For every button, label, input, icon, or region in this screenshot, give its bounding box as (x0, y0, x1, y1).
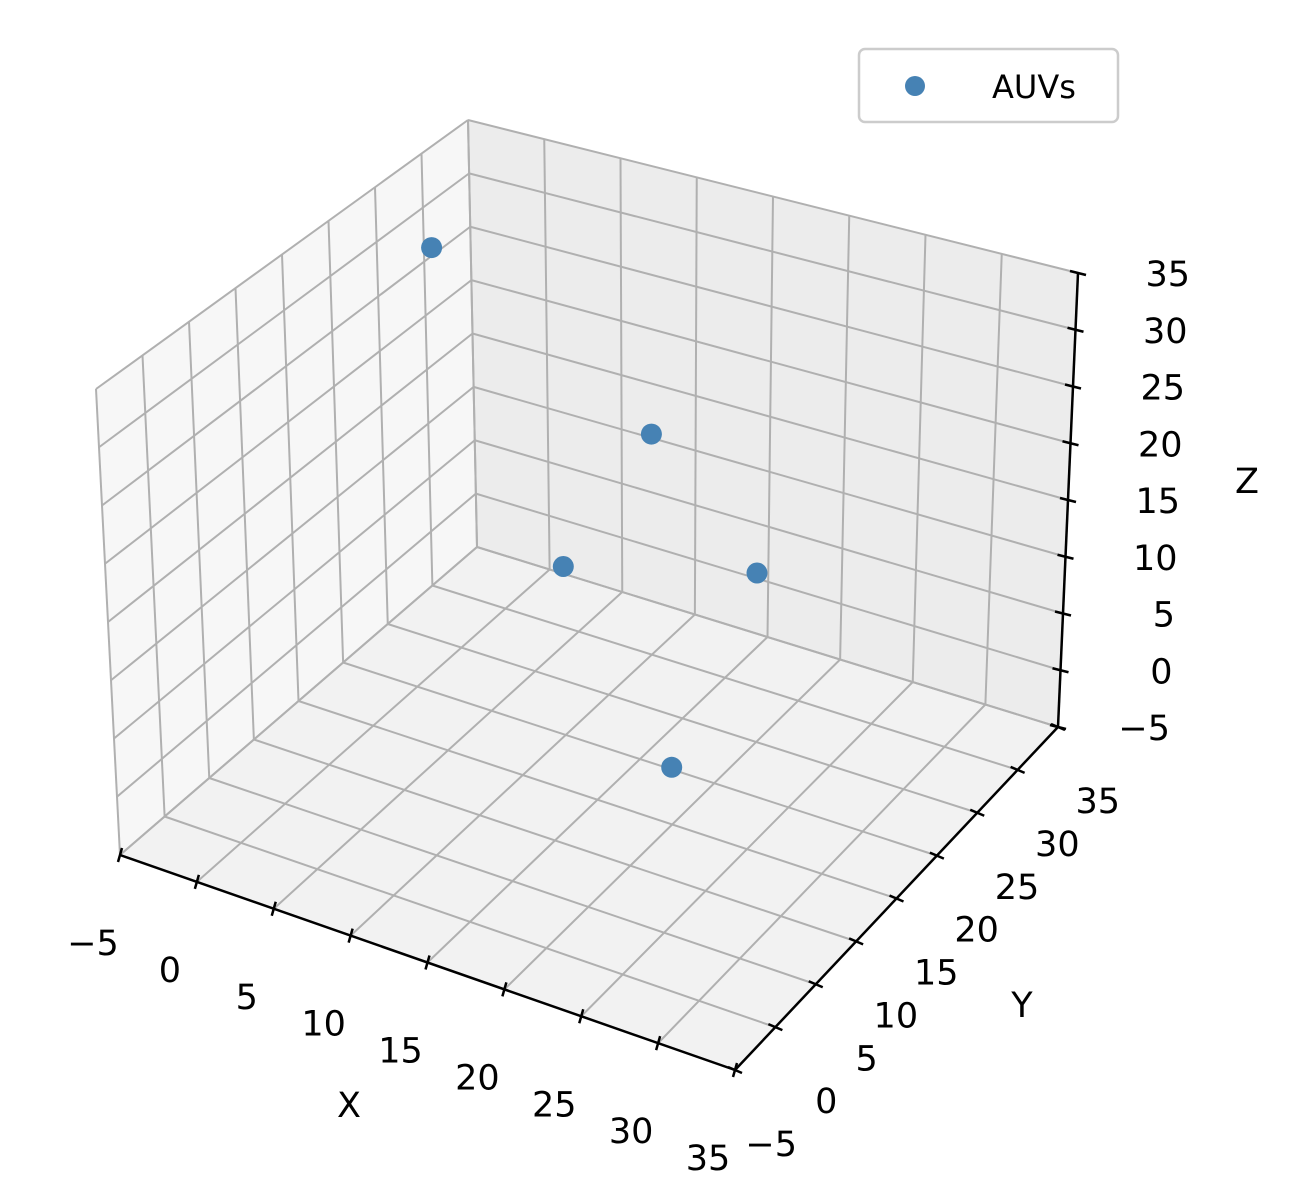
y-tick-mark (929, 851, 945, 860)
x-tick-label: 10 (301, 1005, 346, 1045)
grid-line-left-z (107, 332, 474, 623)
grid-line-left-y (420, 153, 434, 586)
grid-line-back-x (911, 234, 927, 683)
data-point (421, 237, 443, 259)
z-tick-mark (1054, 610, 1072, 617)
y-tick-mark (889, 894, 904, 903)
z-tick-mark (1057, 553, 1074, 560)
y-tick-mark (969, 808, 985, 817)
y-tick-label: 0 (815, 1082, 837, 1122)
y-tick-mark (1050, 722, 1066, 732)
x-tick-mark (424, 955, 431, 970)
axis-panes (95, 119, 1079, 1071)
y-tick-label: 15 (914, 954, 959, 994)
data-point (552, 556, 574, 577)
x-axis-label: X (337, 1086, 361, 1126)
legend-marker (905, 76, 925, 96)
z-tick-mark (1067, 326, 1084, 333)
z-tick-mark (1059, 496, 1077, 504)
grid-line-back-x (984, 253, 1003, 705)
grid-line-left-z (104, 279, 472, 565)
z-tick-label: −5 (1118, 709, 1170, 749)
grid-line-floor-y (476, 546, 1059, 728)
y-tick-mark (767, 1022, 783, 1032)
x-tick-mark (347, 928, 354, 943)
x-tick-label: 20 (455, 1058, 500, 1098)
grid-line-floor-x (657, 703, 987, 1044)
data-point (661, 756, 683, 778)
grid-line-left-z (95, 119, 469, 390)
x-tick-mark (270, 901, 277, 917)
x-tick-label: 15 (378, 1032, 423, 1072)
grid-line-floor-x (580, 681, 914, 1017)
z-axis-label: Z (1235, 462, 1259, 502)
y-tick-mark (1010, 765, 1026, 775)
grid-line-floor-x (503, 658, 841, 991)
grid-line-left-y (374, 187, 389, 625)
grid-line-floor-y (342, 661, 938, 857)
y-tick-mark (808, 980, 824, 989)
legend-frame (857, 47, 1120, 124)
y-tick-label: −5 (745, 1125, 797, 1165)
z-tick-label: 20 (1138, 425, 1183, 465)
y-tick-label: 35 (1075, 782, 1120, 822)
grid-line-back-z (472, 332, 1069, 501)
grid-line-left-z (101, 225, 471, 507)
z-tick-label: 5 (1153, 596, 1175, 636)
y-axis-label: Y (1010, 986, 1033, 1026)
grid-line-floor-y (298, 700, 897, 900)
z-tick-label: 25 (1140, 369, 1185, 409)
y-tick-label: 30 (1035, 825, 1080, 865)
x-tick-mark (193, 874, 201, 890)
x-tick-mark (578, 1008, 585, 1024)
tick-marks (116, 269, 1087, 1078)
z-tick-label: 10 (1133, 539, 1178, 579)
z-tick-label: 30 (1143, 312, 1188, 352)
grid-line-left-y (467, 119, 478, 548)
x-tick-mark (731, 1062, 739, 1078)
x-tick-label: 0 (159, 951, 181, 991)
legend-label-auvs: AUVs (992, 68, 1076, 106)
z-tick-mark (1069, 269, 1087, 277)
y-tick-label: 5 (856, 1039, 878, 1079)
grid-line-back-z (467, 119, 1079, 274)
grid-line-floor-y (432, 584, 1018, 771)
grid-line-back-z (469, 225, 1074, 388)
x-tick-label: −5 (67, 924, 119, 964)
z-tick-label: 15 (1135, 482, 1180, 522)
grid-line-left-y (327, 220, 345, 663)
grid-line-floor-y (387, 623, 978, 814)
grid-line-back-z (468, 172, 1076, 331)
x-tick-label: 30 (609, 1112, 654, 1152)
x-tick-label: 5 (236, 978, 258, 1018)
y-tick-mark (848, 937, 864, 946)
y-tick-label: 20 (954, 911, 999, 951)
data-point (640, 423, 662, 445)
data-points (421, 237, 768, 778)
grid-line-back-z (471, 279, 1071, 445)
x-tick-mark (116, 847, 124, 863)
z-tick-mark (1064, 383, 1082, 390)
x-tick-mark (501, 982, 508, 997)
grid-lines (95, 119, 1079, 1071)
x-tick-label: 35 (686, 1139, 731, 1179)
legend: AUVs (857, 47, 1120, 124)
grid-line-back-x (839, 215, 851, 660)
z-tick-label: 0 (1150, 652, 1172, 692)
y-tick-label: 25 (995, 868, 1040, 908)
z-tick-mark (1062, 440, 1079, 447)
y-tick-label: 10 (874, 996, 919, 1036)
data-point (746, 562, 768, 584)
x-tick-mark (654, 1035, 662, 1051)
z-tick-mark (1052, 667, 1069, 674)
grid-line-left-z (98, 172, 470, 449)
x-tick-label: 25 (532, 1085, 577, 1125)
z-tick-label: 35 (1145, 255, 1190, 295)
